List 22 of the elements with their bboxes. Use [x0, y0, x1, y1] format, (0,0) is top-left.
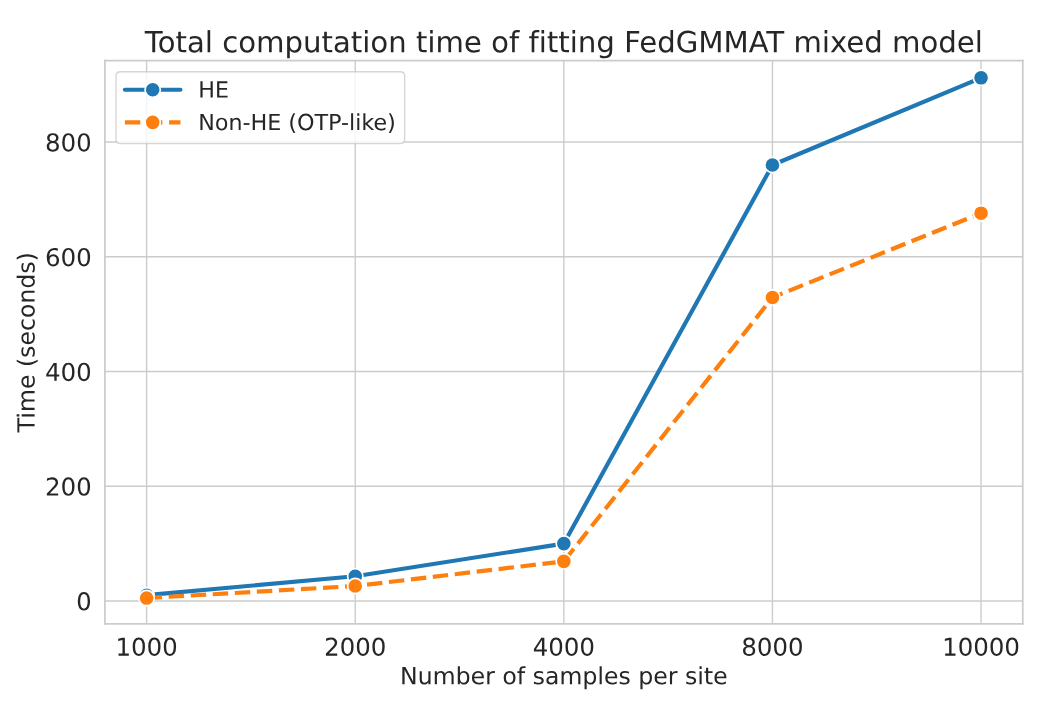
point [972, 69, 990, 87]
y-tick-label: 0 [77, 592, 91, 611]
x-axis-title: Number of samples per site [402, 666, 727, 690]
x-tick-label: 4000 [533, 637, 594, 656]
y-tick-label: 800 [46, 133, 91, 152]
y-tick-label: 600 [46, 247, 91, 267]
point [763, 289, 781, 306]
x-tick-label: 1000 [118, 637, 177, 656]
x-tick-label: 10000 [944, 637, 1019, 656]
chart-title: Total computation time of fitting FedGMMAT mixed model [144, 30, 981, 59]
y-axis-title: Time (seconds) [16, 254, 38, 433]
point [555, 552, 573, 570]
x-tick-label: 2000 [325, 637, 385, 656]
y-tick-label: 200 [46, 477, 91, 496]
y-tick-label: 400 [46, 362, 91, 382]
legend-label: Non-HE (OTP-like) [200, 113, 394, 134]
point [972, 204, 990, 222]
point [346, 577, 364, 595]
legend-label: HE [200, 81, 228, 98]
point [555, 535, 573, 553]
x-tick-label: 8000 [743, 637, 802, 656]
point [763, 156, 781, 174]
